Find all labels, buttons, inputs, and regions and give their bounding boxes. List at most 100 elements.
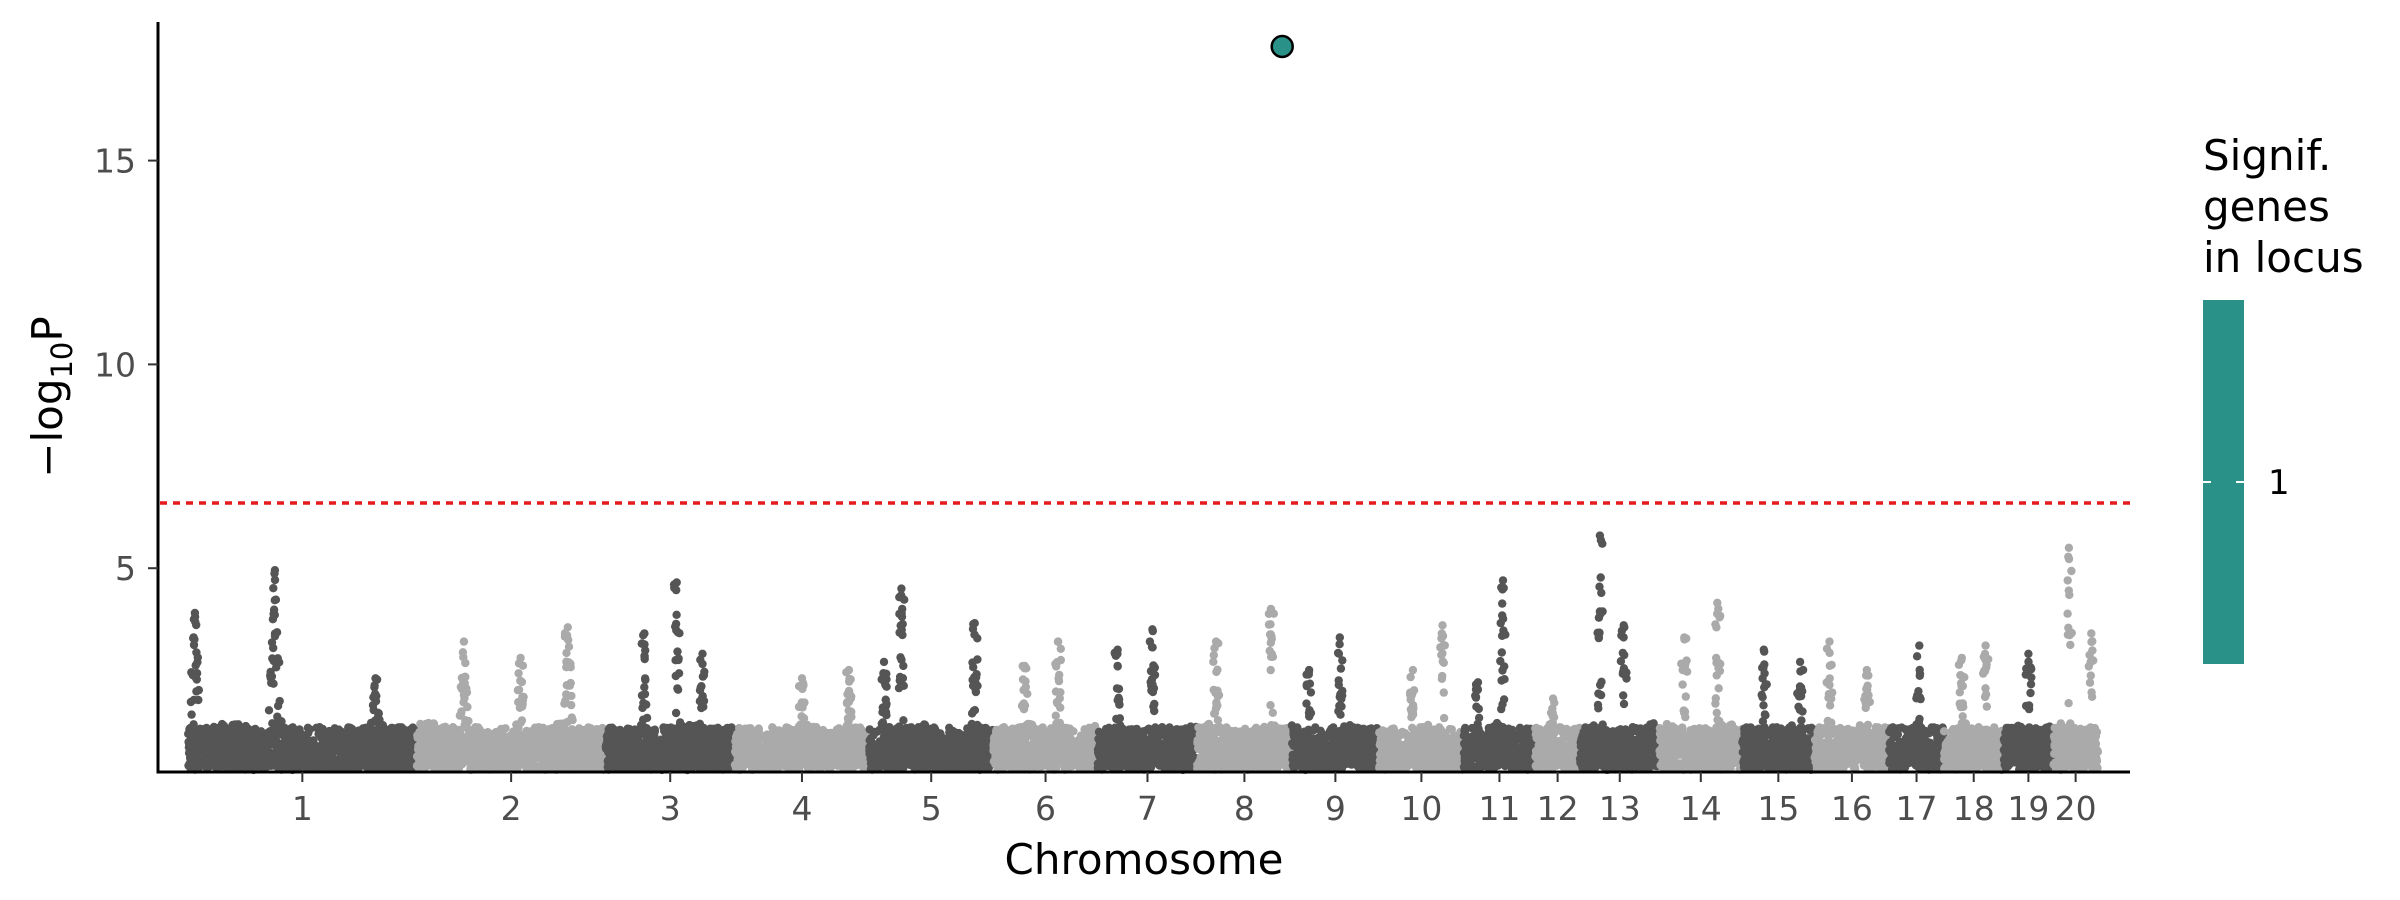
snp-point — [275, 696, 284, 706]
snp-point — [518, 661, 528, 670]
snp-point — [517, 716, 527, 725]
snp-point — [192, 648, 201, 657]
snp-point — [822, 750, 831, 759]
snp-point — [446, 728, 455, 738]
snp-point — [982, 743, 991, 752]
snp-point — [882, 699, 891, 708]
snp-point — [403, 763, 412, 773]
snp-point — [499, 731, 508, 740]
snp-point — [275, 658, 284, 667]
snp-point — [534, 723, 544, 732]
snp-point — [805, 762, 814, 772]
snp-point — [879, 657, 889, 667]
snp-point — [459, 637, 469, 646]
snp-point — [882, 711, 891, 720]
snp-point — [559, 756, 569, 765]
snp-point — [426, 724, 435, 733]
snp-point — [1051, 711, 1061, 720]
snp-point — [290, 761, 299, 770]
snp-point — [478, 728, 487, 737]
snp-point — [734, 741, 744, 750]
snp-point — [375, 761, 384, 771]
snp-point — [673, 685, 683, 694]
snp-point — [298, 736, 307, 745]
snp-point — [895, 628, 904, 637]
snp-point — [673, 647, 682, 656]
snp-point — [804, 731, 814, 740]
snp-point — [955, 746, 964, 755]
snp-point — [671, 619, 681, 629]
snp-point — [270, 566, 280, 575]
snp-point — [457, 707, 466, 716]
snp-point — [461, 658, 470, 668]
snp-point — [269, 679, 278, 688]
snp-point — [798, 684, 807, 694]
snp-point — [927, 747, 937, 756]
snp-point — [251, 724, 260, 734]
snp-point — [898, 730, 907, 739]
snp-point — [270, 575, 280, 585]
snp-point — [704, 730, 713, 739]
snp-point — [637, 639, 646, 648]
snp-point — [673, 752, 682, 761]
snp-point — [698, 700, 707, 709]
snp-point — [536, 754, 545, 763]
snp-point — [696, 757, 705, 766]
snp-point — [497, 745, 507, 754]
snp-point — [773, 736, 782, 746]
snp-point — [434, 738, 443, 747]
snp-point — [698, 691, 707, 701]
snp-point — [194, 685, 203, 695]
snp-point — [270, 737, 280, 747]
snp-point — [812, 740, 821, 749]
snp-point — [380, 739, 389, 749]
snp-point — [353, 759, 363, 769]
snp-point — [400, 729, 409, 739]
snp-point — [269, 584, 278, 593]
snp-point — [345, 735, 354, 745]
snp-point — [899, 661, 908, 671]
snp-point — [625, 761, 635, 770]
snp-point — [568, 715, 577, 725]
snp-point — [299, 756, 309, 765]
chromosome-1-points — [184, 566, 421, 775]
snp-point — [455, 751, 465, 760]
snp-point — [947, 736, 956, 745]
snp-point — [530, 735, 540, 744]
snp-point — [696, 655, 705, 664]
snp-point — [797, 698, 806, 707]
snp-point — [328, 747, 337, 756]
snp-point — [483, 762, 492, 771]
snp-point — [228, 725, 237, 734]
snp-point — [370, 689, 380, 698]
snp-point — [249, 744, 259, 754]
snp-point — [820, 740, 829, 749]
snp-point — [971, 677, 980, 687]
snp-point — [870, 741, 880, 750]
snp-point — [792, 735, 801, 744]
snp-point — [688, 750, 697, 759]
snp-point — [846, 757, 855, 766]
snp-point — [561, 742, 571, 751]
snp-point — [426, 743, 435, 752]
snp-point — [220, 746, 230, 755]
snp-point — [334, 763, 343, 772]
snp-point — [857, 726, 867, 735]
snp-point — [887, 730, 896, 740]
chromosome-4-points — [730, 665, 874, 775]
snp-point — [845, 723, 855, 733]
snp-point — [891, 760, 900, 769]
snp-point — [307, 752, 317, 762]
snp-point — [923, 760, 932, 769]
snp-point — [190, 608, 200, 618]
chromosome-6-points — [989, 637, 1102, 774]
snp-point — [212, 746, 221, 755]
snp-point — [583, 757, 592, 766]
snp-point — [622, 752, 632, 761]
snp-point — [897, 584, 906, 593]
snp-point — [214, 755, 223, 764]
snp-point — [678, 739, 687, 748]
snp-point — [279, 725, 288, 734]
snp-point — [362, 738, 372, 748]
snp-point — [317, 753, 327, 763]
